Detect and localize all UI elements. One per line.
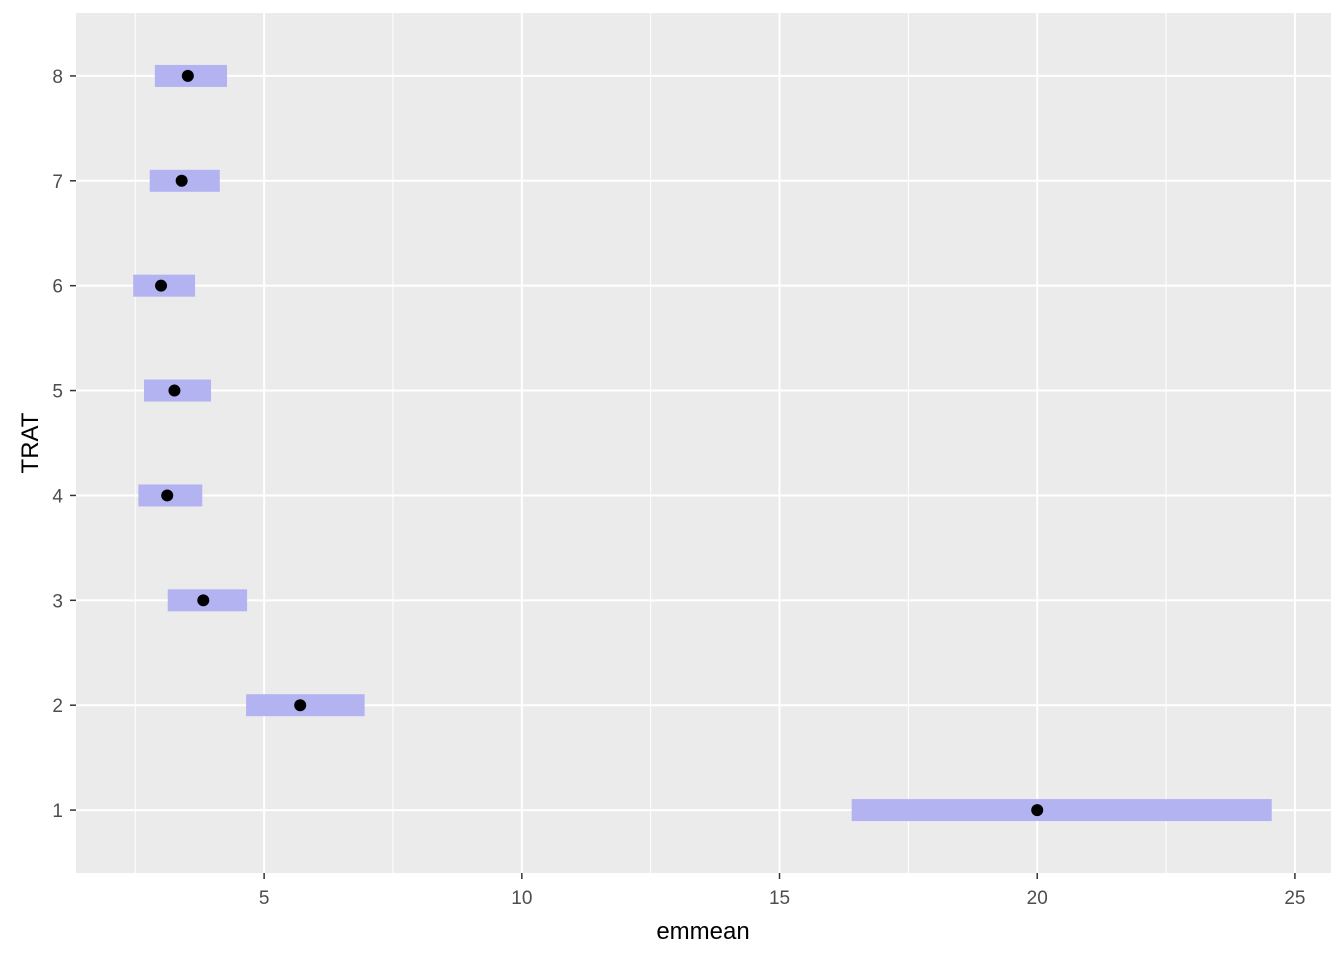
x-tick-label: 10 [511, 888, 532, 909]
y-tick-label: 6 [52, 277, 63, 298]
x-tick-label: 15 [769, 888, 790, 909]
y-tick-label: 2 [52, 696, 63, 717]
y-axis-title: TRAT [17, 412, 44, 473]
y-tick-label: 5 [52, 382, 63, 403]
x-axis: 5 10 15 20 25 [259, 873, 1305, 909]
y-tick-label: 8 [52, 67, 63, 88]
y-tick-label: 1 [52, 801, 63, 822]
x-tick-label: 20 [1027, 888, 1048, 909]
minor-gridlines [134, 13, 1167, 873]
emmean-point-trat-7 [175, 174, 188, 187]
emmean-point-trat-4 [161, 489, 174, 502]
x-tick-label: 5 [259, 888, 270, 909]
emmean-points [155, 69, 1044, 817]
emmean-point-trat-1 [1031, 804, 1044, 817]
plot-panel [76, 13, 1331, 873]
emmean-point-trat-5 [168, 384, 181, 397]
y-tick-label: 4 [52, 486, 63, 507]
y-tick-label: 3 [52, 591, 63, 612]
emmean-point-trat-3 [197, 594, 210, 607]
x-axis-title: emmean [656, 918, 749, 945]
y-tick-label: 7 [52, 172, 63, 193]
x-tick-label: 25 [1284, 888, 1305, 909]
y-axis: 1 2 3 4 5 6 7 8 [52, 67, 76, 822]
emmean-point-trat-8 [181, 69, 194, 82]
interval-bar-trat-1 [851, 799, 1272, 822]
emmean-point-trat-2 [294, 699, 307, 712]
emmean-point-trat-6 [155, 279, 168, 292]
